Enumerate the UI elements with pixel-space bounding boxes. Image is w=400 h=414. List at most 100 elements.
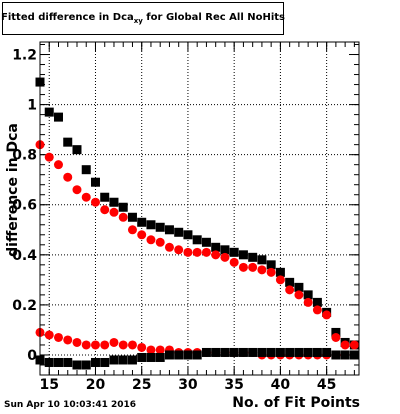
data-point xyxy=(90,197,100,207)
data-point xyxy=(127,212,137,222)
data-point xyxy=(257,265,267,275)
data-point xyxy=(72,185,82,195)
data-point xyxy=(248,262,258,272)
data-point xyxy=(63,335,73,345)
x-tick-label: 40 xyxy=(271,377,291,393)
data-point xyxy=(312,347,322,357)
data-point xyxy=(109,355,119,365)
data-point xyxy=(303,347,313,357)
data-point xyxy=(72,337,82,347)
data-point xyxy=(72,145,82,155)
data-point xyxy=(201,237,211,247)
data-point xyxy=(183,350,193,360)
data-point xyxy=(238,347,248,357)
data-point xyxy=(44,107,54,117)
data-point xyxy=(201,347,211,357)
data-point xyxy=(238,250,248,260)
data-point xyxy=(331,327,341,337)
data-point xyxy=(118,202,128,212)
data-point xyxy=(81,192,91,202)
x-tick-label: 20 xyxy=(86,377,106,393)
data-point xyxy=(90,177,100,187)
data-point xyxy=(63,357,73,367)
data-point xyxy=(275,347,285,357)
y-tick-label: 0.2 xyxy=(12,298,37,314)
data-point xyxy=(285,285,295,295)
data-point xyxy=(164,225,174,235)
data-point xyxy=(81,360,91,370)
data-point xyxy=(340,340,350,350)
data-point xyxy=(211,347,221,357)
data-point xyxy=(109,197,119,207)
data-point xyxy=(303,297,313,307)
y-tick-label: 0.8 xyxy=(12,148,37,164)
data-point xyxy=(266,260,276,270)
data-point xyxy=(174,227,184,237)
data-point xyxy=(155,345,165,355)
data-point xyxy=(349,340,359,350)
data-point xyxy=(44,152,54,162)
data-point xyxy=(53,112,63,122)
data-point xyxy=(109,337,119,347)
data-point xyxy=(331,332,341,342)
data-point xyxy=(266,347,276,357)
x-tick-label: 35 xyxy=(224,377,243,393)
data-point xyxy=(266,267,276,277)
data-point xyxy=(100,340,110,350)
data-point xyxy=(285,277,295,287)
data-point xyxy=(229,347,239,357)
data-point xyxy=(183,230,193,240)
data-point xyxy=(90,357,100,367)
data-point xyxy=(294,290,304,300)
data-point xyxy=(201,247,211,257)
data-point xyxy=(312,305,322,315)
data-point xyxy=(146,235,156,245)
data-point xyxy=(322,310,332,320)
data-point xyxy=(44,330,54,340)
x-tick-label: 15 xyxy=(40,377,59,393)
data-point xyxy=(257,347,267,357)
data-point xyxy=(155,237,165,247)
data-point xyxy=(229,247,239,257)
data-point xyxy=(137,230,147,240)
x-axis-label: No. of Fit Points xyxy=(232,395,360,411)
title-main: Fitted difference in Dca xyxy=(1,12,134,23)
title-subscript: xy xyxy=(133,17,143,25)
data-point xyxy=(100,357,110,367)
timestamp: Sun Apr 10 10:03:41 2016 xyxy=(4,400,137,410)
data-point xyxy=(303,290,313,300)
data-point xyxy=(340,350,350,360)
data-point xyxy=(174,245,184,255)
data-point xyxy=(220,252,230,262)
data-point xyxy=(285,347,295,357)
data-point xyxy=(229,257,239,267)
data-point xyxy=(53,332,63,342)
data-point xyxy=(72,360,82,370)
data-point xyxy=(164,242,174,252)
data-point xyxy=(155,352,165,362)
tick-labels-layer: 15 20 25 30 35 40 45 0 0.2 0.4 0.6 0.8 1 1.2 xyxy=(12,48,336,393)
y-tick-label: 0 xyxy=(27,348,37,364)
x-tick-label: 25 xyxy=(132,377,151,393)
data-point xyxy=(53,357,63,367)
data-point xyxy=(127,340,137,350)
data-point xyxy=(63,137,73,147)
data-point xyxy=(146,220,156,230)
title-rest: for Global Rec All NoHits xyxy=(142,12,286,23)
data-point xyxy=(155,222,165,232)
title-box: Fitted difference in Dcaxy for Global Re… xyxy=(1,2,286,35)
data-point xyxy=(257,255,267,265)
data-point xyxy=(118,355,128,365)
data-point xyxy=(220,245,230,255)
data-point xyxy=(137,342,147,352)
data-point xyxy=(220,347,230,357)
data-point xyxy=(322,347,332,357)
data-point xyxy=(211,242,221,252)
ticks-layer xyxy=(39,42,359,376)
data-point xyxy=(44,357,54,367)
data-point xyxy=(109,207,119,217)
y-tick-label: 1.2 xyxy=(12,48,37,64)
data-point xyxy=(248,347,258,357)
x-tick-label: 45 xyxy=(317,377,336,393)
